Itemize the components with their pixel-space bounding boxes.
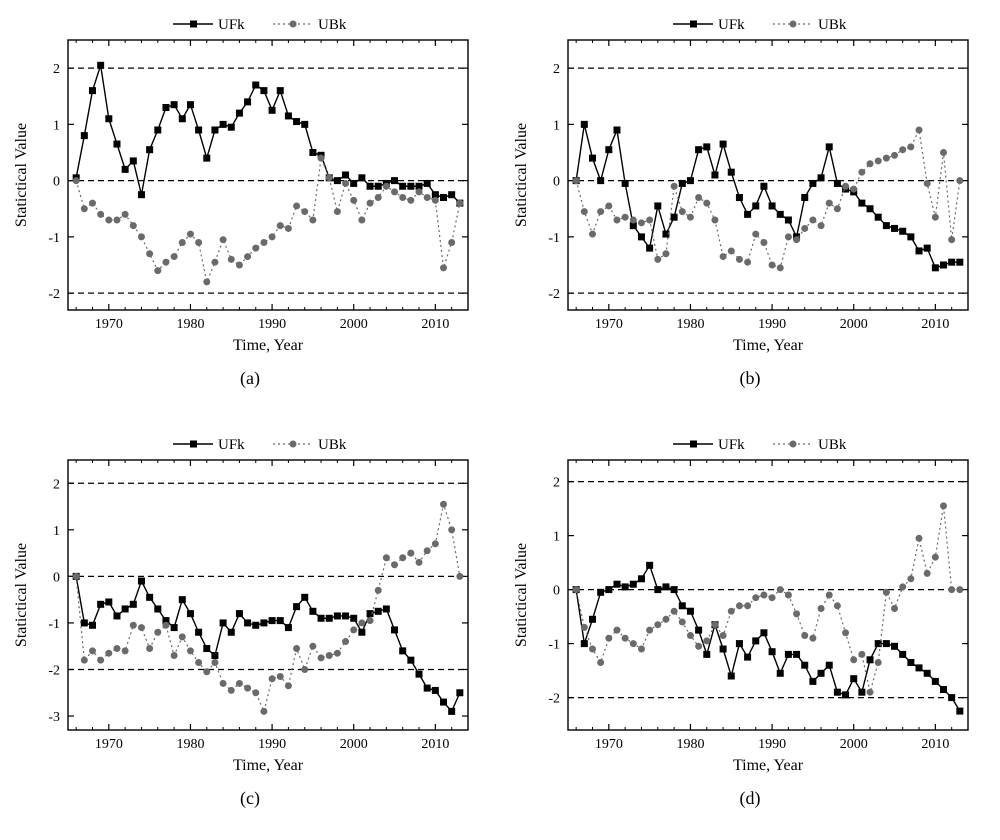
svg-text:-2: -2 [548, 287, 560, 302]
svg-text:2010: 2010 [921, 317, 949, 332]
svg-text:Statictical Value: Statictical Value [513, 543, 530, 647]
svg-text:-2: -2 [548, 692, 560, 707]
svg-text:-1: -1 [548, 638, 560, 653]
svg-text:Time, Year: Time, Year [233, 757, 304, 774]
svg-text:0: 0 [553, 584, 560, 599]
svg-text:2000: 2000 [340, 737, 368, 752]
svg-text:-3: -3 [48, 710, 60, 725]
caption-c: (c) [240, 788, 260, 809]
svg-text:Statictical Value: Statictical Value [513, 123, 530, 227]
svg-text:2: 2 [553, 476, 560, 491]
chart-a: 1970 1980 1990 2000 2010 -2 -1 0 1 2 Time, Year Sta… [10, 10, 490, 360]
svg-text:2: 2 [553, 62, 560, 77]
svg-text:2000: 2000 [340, 317, 368, 332]
svg-text:1990: 1990 [758, 737, 786, 752]
svg-text:UFk: UFk [718, 437, 745, 453]
svg-text:1: 1 [553, 530, 560, 545]
svg-text:2010: 2010 [421, 317, 449, 332]
svg-text:1: 1 [553, 118, 560, 133]
chart-b: 1970 1980 1990 2000 2010 -2 -1 0 1 2 Time, Year Sta… [510, 10, 990, 360]
svg-text:1970: 1970 [95, 737, 123, 752]
svg-text:2010: 2010 [421, 737, 449, 752]
svg-text:-2: -2 [48, 663, 60, 678]
svg-text:1980: 1980 [176, 317, 204, 332]
svg-text:1970: 1970 [595, 317, 623, 332]
chart-d: 1970 1980 1990 2000 2010 -2 -1 0 1 2 Time, Year Sta… [510, 430, 990, 780]
svg-text:UBk: UBk [818, 17, 847, 33]
panel-c: 1970 1980 1990 2000 2010 -3 -2 -1 0 1 2 Time, Year S… [10, 430, 490, 830]
svg-text:-1: -1 [48, 617, 60, 632]
panel-a: 1970 1980 1990 2000 2010 -2 -1 0 1 2 Time, Year Sta… [10, 10, 490, 410]
svg-text:1: 1 [53, 524, 60, 539]
caption-d: (d) [740, 788, 761, 809]
svg-text:1980: 1980 [676, 737, 704, 752]
svg-text:Time, Year: Time, Year [233, 337, 304, 354]
svg-text:2: 2 [53, 62, 60, 77]
svg-text:2: 2 [53, 477, 60, 492]
svg-text:1990: 1990 [758, 317, 786, 332]
panel-b: 1970 1980 1990 2000 2010 -2 -1 0 1 2 Time, Year Sta… [510, 10, 990, 410]
svg-text:UFk: UFk [218, 437, 245, 453]
svg-text:0: 0 [53, 175, 60, 190]
svg-text:1970: 1970 [595, 737, 623, 752]
svg-text:0: 0 [53, 570, 60, 585]
chart-c: 1970 1980 1990 2000 2010 -3 -2 -1 0 1 2 Time, Year S… [10, 430, 490, 780]
svg-text:1980: 1980 [676, 317, 704, 332]
svg-text:2010: 2010 [921, 737, 949, 752]
panel-grid: 19701980199020002010-2-1012Time, YearSta… [10, 10, 990, 830]
svg-text:-1: -1 [48, 231, 60, 246]
svg-text:1990: 1990 [258, 317, 286, 332]
svg-text:-2: -2 [48, 287, 60, 302]
panel-d: 1970 1980 1990 2000 2010 -2 -1 0 1 2 Time, Year Sta… [510, 430, 990, 830]
svg-text:UFk: UFk [218, 17, 245, 33]
svg-text:Time, Year: Time, Year [733, 757, 804, 774]
caption-a: (a) [240, 368, 260, 389]
svg-text:0: 0 [553, 175, 560, 190]
svg-text:1990: 1990 [258, 737, 286, 752]
svg-text:2000: 2000 [840, 737, 868, 752]
svg-text:UFk: UFk [718, 17, 745, 33]
svg-text:1980: 1980 [176, 737, 204, 752]
svg-text:1970: 1970 [95, 317, 123, 332]
svg-text:Statictical Value: Statictical Value [13, 543, 30, 647]
caption-b: (b) [740, 368, 761, 389]
svg-text:Statictical Value: Statictical Value [13, 123, 30, 227]
svg-text:Time, Year: Time, Year [733, 337, 804, 354]
svg-text:2000: 2000 [840, 317, 868, 332]
svg-text:UBk: UBk [318, 17, 347, 33]
svg-text:UBk: UBk [818, 437, 847, 453]
svg-text:UBk: UBk [318, 437, 347, 453]
svg-text:-1: -1 [548, 231, 560, 246]
svg-text:1: 1 [53, 118, 60, 133]
